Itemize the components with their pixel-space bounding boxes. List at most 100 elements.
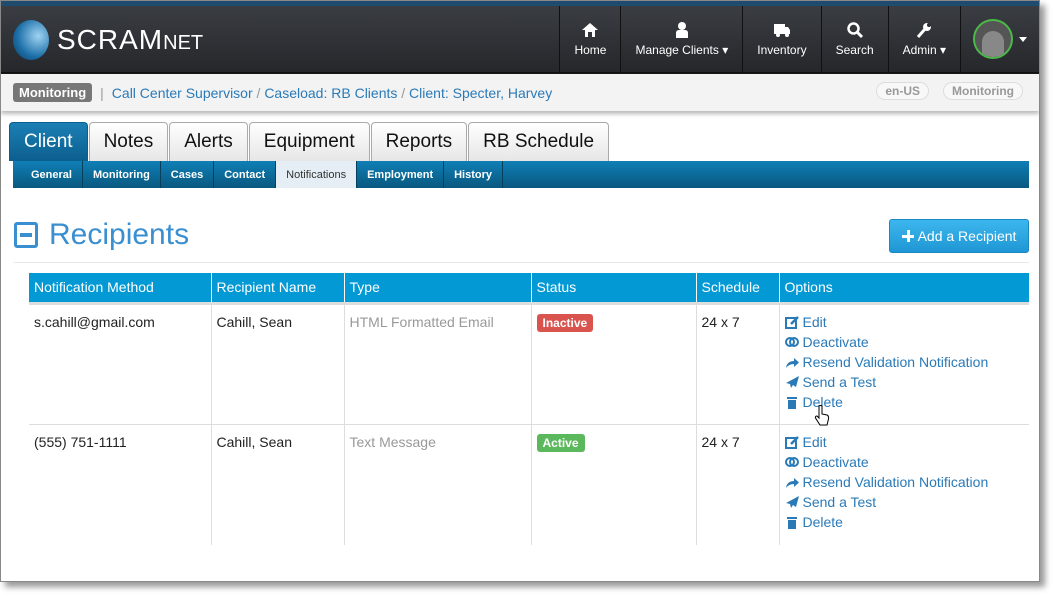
- subtab-contact[interactable]: Contact: [214, 161, 277, 188]
- collapse-icon[interactable]: [14, 222, 38, 248]
- type-cell: HTML Formatted Email: [343, 303, 531, 425]
- table-row: (555) 751-1111 Cahill, Sean Text Message…: [29, 424, 1029, 545]
- send-icon: [785, 375, 799, 388]
- method-cell: s.cahill@gmail.com: [29, 303, 211, 425]
- nav-home[interactable]: Home: [559, 6, 620, 72]
- send-icon: [785, 495, 799, 508]
- option-label: Resend Validation Notification: [802, 353, 989, 370]
- divider: [14, 262, 1029, 263]
- user-icon: [675, 22, 688, 38]
- monitoring-badge: Monitoring: [13, 83, 93, 102]
- option-label: Delete: [802, 393, 843, 410]
- option-label: Send a Test: [802, 373, 877, 390]
- trash-icon: [786, 396, 797, 409]
- schedule-cell: 24 x 7: [695, 303, 779, 425]
- name-cell: Cahill, Sean: [210, 424, 344, 545]
- nav-label: Admin ▾: [902, 43, 946, 57]
- button-label: Add a Recipient: [917, 228, 1017, 244]
- table-row: s.cahill@gmail.com Cahill, Sean HTML For…: [29, 303, 1029, 425]
- wrench-icon: [917, 23, 932, 38]
- logo[interactable]: SCRAM NET: [13, 20, 203, 60]
- option-label: Deactivate: [802, 453, 869, 470]
- tab-client[interactable]: Client: [9, 122, 88, 161]
- app-window: SCRAM NET Home Manage Clients ▾ Inventory…: [0, 0, 1040, 582]
- option-edit[interactable]: Edit: [784, 312, 1025, 332]
- status-cell: Inactive: [530, 303, 696, 425]
- options-cell: Edit Deactivate Resend Validation Notifica…: [778, 424, 1029, 545]
- search-icon: [846, 22, 863, 39]
- option-resend-validation-notification[interactable]: Resend Validation Notification: [785, 472, 1025, 492]
- subtab-notifications[interactable]: Notifications: [276, 161, 358, 188]
- truck-icon: [773, 24, 790, 37]
- tab-equipment[interactable]: Equipment: [248, 122, 370, 161]
- breadcrumb-bar: Monitoring | Call Center Supervisor / Ca…: [1, 74, 1039, 111]
- nav-inventory[interactable]: Inventory: [742, 6, 820, 72]
- home-icon: [582, 23, 599, 37]
- edit-icon: [784, 315, 799, 329]
- sub-tabs: General Monitoring Cases Contact Notific…: [13, 161, 1029, 188]
- tab-notes[interactable]: Notes: [88, 122, 169, 161]
- option-label: Edit: [802, 313, 827, 330]
- top-nav: SCRAM NET Home Manage Clients ▾ Inventory…: [1, 6, 1039, 74]
- option-send-a-test[interactable]: Send a Test: [785, 372, 1025, 392]
- section-heading: Recipients: [14, 218, 189, 252]
- nav-search[interactable]: Search: [820, 6, 888, 72]
- status-cell: Active: [530, 424, 696, 545]
- subtab-employment[interactable]: Employment: [357, 161, 445, 188]
- mode-pill[interactable]: Monitoring: [943, 82, 1023, 100]
- nav-label: Inventory: [757, 43, 807, 57]
- locale-pill[interactable]: en-US: [876, 82, 930, 100]
- option-send-a-test[interactable]: Send a Test: [785, 492, 1025, 512]
- toggle-icon: [784, 336, 799, 347]
- logo-suffix: NET: [163, 31, 204, 54]
- crumb-caseload[interactable]: Caseload: RB Clients: [264, 84, 398, 101]
- option-delete[interactable]: Delete: [785, 392, 1025, 412]
- add-recipient-button[interactable]: Add a Recipient: [889, 219, 1029, 253]
- tab-alerts[interactable]: Alerts: [169, 122, 248, 161]
- option-label: Delete: [802, 513, 843, 530]
- tab-rb-schedule[interactable]: RB Schedule: [468, 122, 610, 161]
- nav-admin[interactable]: Admin ▾: [887, 6, 960, 72]
- status-badge: Inactive: [536, 313, 594, 332]
- subtab-general[interactable]: General: [21, 161, 83, 188]
- crumb-supervisor[interactable]: Call Center Supervisor: [111, 84, 253, 101]
- crumb-client[interactable]: Client: Specter, Harvey: [409, 84, 553, 101]
- subtab-cases[interactable]: Cases: [161, 161, 215, 188]
- nav-manage-clients[interactable]: Manage Clients ▾: [620, 6, 742, 72]
- avatar: [973, 19, 1013, 59]
- recipients-table: Notification Method Recipient Name Type …: [29, 273, 1029, 545]
- hand-cursor-icon: [814, 405, 830, 426]
- subtab-monitoring[interactable]: Monitoring: [83, 161, 161, 188]
- name-cell: Cahill, Sean: [210, 303, 344, 425]
- nav-label: Home: [574, 43, 607, 57]
- tab-reports[interactable]: Reports: [370, 122, 468, 161]
- logo-text: SCRAM: [57, 24, 164, 55]
- subtab-history[interactable]: History: [444, 161, 504, 188]
- col-status: Status: [530, 273, 696, 305]
- method-cell: (555) 751-1111: [34, 433, 127, 450]
- option-deactivate[interactable]: Deactivate: [784, 332, 1025, 352]
- col-type: Type: [343, 273, 531, 305]
- breadcrumb: Call Center Supervisor / Caseload: RB Cl…: [111, 84, 553, 101]
- toggle-icon: [784, 456, 799, 467]
- option-resend-validation-notification[interactable]: Resend Validation Notification: [785, 352, 1025, 372]
- option-delete[interactable]: Delete: [785, 512, 1025, 532]
- col-method: Notification Method: [29, 273, 211, 305]
- share-icon: [785, 477, 799, 488]
- col-schedule: Schedule: [695, 273, 779, 305]
- user-menu[interactable]: [960, 6, 1039, 72]
- trash-icon: [786, 516, 797, 529]
- share-icon: [785, 357, 799, 368]
- edit-icon: [784, 435, 799, 449]
- schedule-cell: 24 x 7: [695, 424, 779, 545]
- option-label: Resend Validation Notification: [802, 473, 989, 490]
- option-edit[interactable]: Edit: [784, 432, 1025, 452]
- type-cell: Text Message: [343, 424, 531, 545]
- option-deactivate[interactable]: Deactivate: [784, 452, 1025, 472]
- chevron-down-icon: [1019, 36, 1027, 42]
- option-label: Deactivate: [802, 333, 869, 350]
- top-line: [1, 1, 1039, 6]
- logo-mark-icon: [13, 20, 49, 60]
- plus-icon: [901, 230, 914, 242]
- page-title: Recipients: [49, 218, 190, 251]
